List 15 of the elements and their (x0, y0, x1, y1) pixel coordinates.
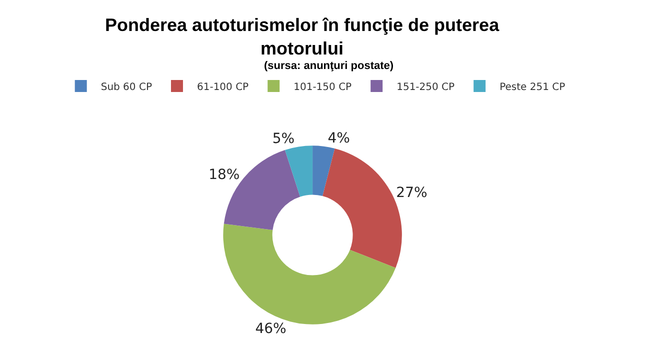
chart-subtitle: (sursa: anunţuri postate) (264, 60, 394, 72)
chart-title: Ponderea autoturismelor în funcţie de puterea motorului (105, 15, 500, 58)
donut-slice (284, 146, 313, 197)
donut-slice (223, 224, 396, 324)
legend-label: 61-100 CP (196, 82, 249, 93)
legend-label: 151-250 CP (396, 82, 455, 93)
donut-slice (312, 146, 335, 196)
data-label: 18% (208, 166, 240, 183)
data-label: 5% (272, 130, 295, 147)
legend-label: Peste 251 CP (500, 82, 566, 93)
legend-label: 101-150 CP (294, 82, 352, 93)
legend-label: Sub 60 CP (100, 82, 152, 93)
data-label: 4% (328, 130, 350, 146)
data-label: 27% (396, 184, 428, 201)
data-label: 46% (255, 321, 286, 338)
